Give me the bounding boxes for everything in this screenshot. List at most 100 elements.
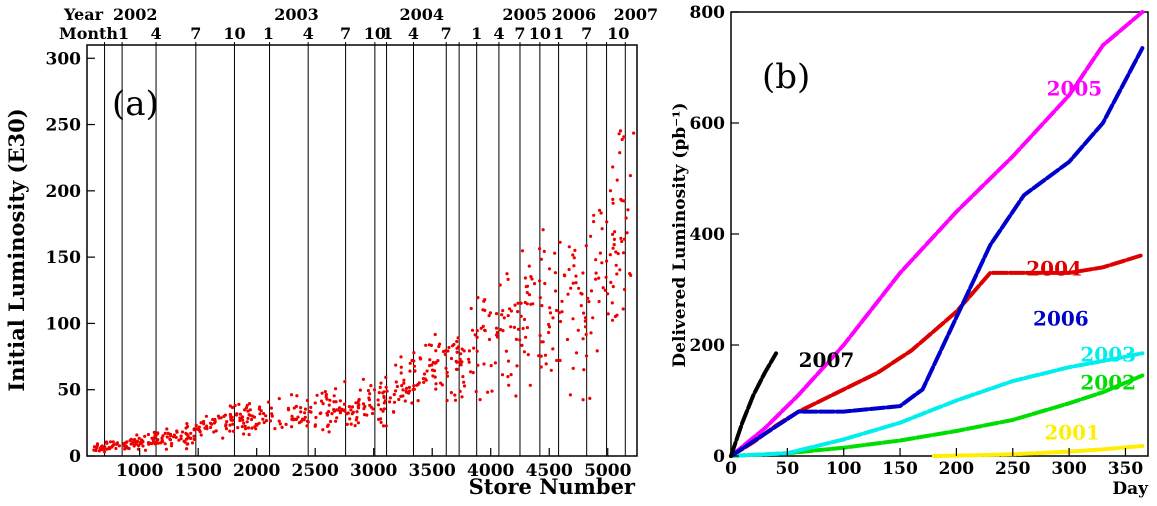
data-point (346, 411, 350, 415)
data-point (361, 377, 365, 381)
data-point (507, 307, 512, 311)
data-point (392, 392, 396, 397)
data-point (230, 405, 234, 410)
data-point (289, 393, 294, 397)
panel-a-y-axis-label: Initial Luminosity (E30) (4, 108, 29, 391)
data-point (250, 417, 254, 422)
data-point (473, 333, 477, 337)
data-point (407, 385, 411, 389)
data-point (472, 346, 476, 350)
data-point (358, 388, 362, 392)
data-point (422, 380, 426, 384)
data-point (518, 338, 522, 342)
data-point (613, 314, 618, 319)
data-point (521, 326, 525, 331)
data-point (501, 309, 505, 313)
data-point (618, 268, 622, 272)
data-point (434, 349, 438, 353)
data-point (353, 424, 357, 428)
y-tick-label: 50 (57, 381, 81, 401)
data-point (290, 417, 294, 421)
x-tick-label: 100 (826, 459, 862, 479)
data-point (458, 357, 462, 361)
data-point (244, 427, 248, 431)
data-point (329, 419, 333, 424)
data-point (475, 335, 479, 339)
data-point (432, 369, 437, 373)
data-point (509, 373, 513, 377)
data-point (506, 359, 511, 363)
data-point (296, 415, 300, 419)
data-point (412, 387, 416, 391)
year-marker: 2003 (274, 5, 319, 24)
data-point (135, 433, 139, 437)
data-point (505, 272, 509, 276)
data-point (262, 420, 266, 425)
data-point (455, 339, 459, 344)
data-point (475, 349, 479, 353)
data-point (425, 369, 429, 373)
data-point (483, 329, 487, 333)
data-point (343, 408, 347, 412)
data-point (214, 429, 218, 433)
series-line-2003 (729, 351, 1145, 458)
data-point (161, 434, 165, 438)
data-point (198, 430, 202, 434)
data-point (611, 165, 615, 169)
data-point (278, 422, 282, 426)
data-point (598, 251, 603, 255)
data-point (361, 402, 366, 406)
data-point (156, 431, 160, 435)
data-point (237, 402, 241, 406)
y-tick-label: 400 (690, 225, 726, 245)
data-point (394, 363, 398, 367)
data-point (446, 349, 450, 353)
data-point (209, 421, 213, 425)
data-point (467, 357, 471, 361)
month-marker: 7 (190, 24, 201, 43)
data-point (429, 343, 433, 347)
data-point (452, 342, 456, 347)
data-point (179, 434, 183, 438)
data-point (286, 408, 291, 412)
data-point (483, 308, 487, 312)
data-point (356, 421, 360, 425)
data-point (392, 400, 397, 404)
data-point (445, 374, 450, 378)
data-point (225, 420, 229, 424)
data-point (494, 312, 499, 316)
data-point (264, 414, 268, 418)
data-point (628, 272, 632, 276)
data-point (147, 442, 151, 446)
series-label-2004: 2004 (1026, 257, 1082, 281)
data-point (394, 389, 398, 393)
data-point (299, 406, 303, 410)
data-point (284, 422, 288, 426)
month-marker: 10 (607, 24, 629, 43)
data-point (391, 410, 396, 414)
data-point (583, 319, 587, 323)
x-tick-label: 5000 (584, 461, 631, 481)
data-point (606, 292, 610, 296)
data-point (543, 281, 547, 286)
data-point (547, 325, 552, 329)
data-point (584, 332, 588, 337)
data-point (402, 378, 406, 382)
data-point (247, 402, 252, 406)
data-point (319, 399, 324, 403)
data-point (212, 430, 216, 434)
data-point (246, 416, 250, 420)
data-point (467, 349, 471, 353)
month-marker: 7 (441, 24, 452, 43)
data-point (486, 390, 490, 394)
data-point (404, 386, 409, 390)
data-point (280, 425, 284, 429)
data-point (471, 371, 475, 375)
data-point (430, 363, 434, 367)
data-point (350, 405, 355, 409)
data-point (506, 375, 510, 379)
year-marker: 2004 (399, 5, 444, 24)
data-point (581, 398, 585, 402)
data-point (493, 361, 497, 365)
data-point (539, 354, 543, 358)
